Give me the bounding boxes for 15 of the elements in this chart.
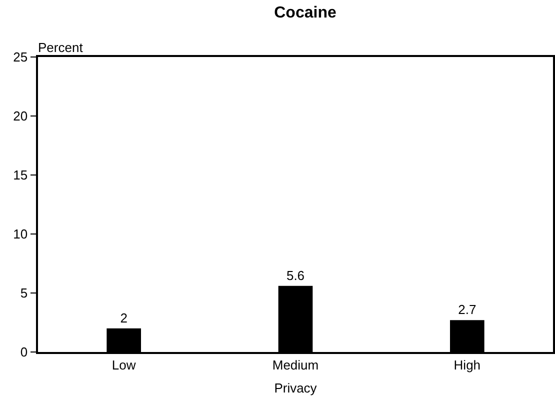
chart-title: Cocaine <box>274 4 336 22</box>
y-tick-label: 0 <box>20 344 28 360</box>
x-tick-label: High <box>454 357 481 372</box>
data-label: 2 <box>120 310 128 326</box>
data-label: 5.6 <box>286 268 305 283</box>
x-tick-label: Medium <box>272 357 319 372</box>
x-axis-title: Privacy <box>274 380 318 396</box>
y-axis-title: Percent <box>38 40 84 55</box>
y-tick-label: 20 <box>13 108 28 124</box>
data-label: 2.7 <box>458 302 476 318</box>
y-tick-label: 15 <box>13 168 28 183</box>
y-tick-label: 10 <box>13 226 28 242</box>
y-tick-label: 25 <box>13 50 28 65</box>
y-tick-label: 5 <box>20 286 28 301</box>
x-tick-label: Low <box>112 357 136 372</box>
